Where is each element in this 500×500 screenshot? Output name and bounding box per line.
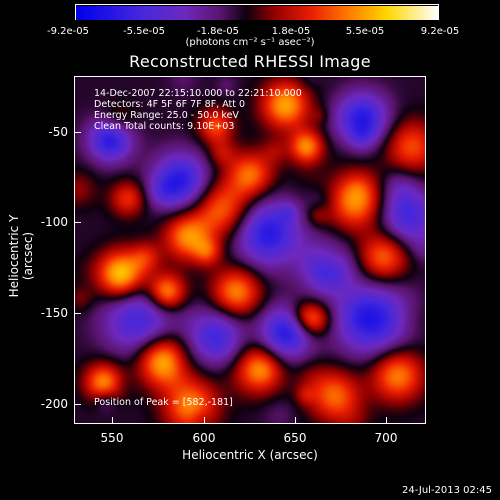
plot-title: Reconstructed RHESSI Image — [129, 52, 371, 71]
y-tick-mark — [75, 222, 81, 223]
colorbar — [75, 4, 439, 20]
colorbar-tick: 9.2e-05 — [420, 26, 460, 37]
rhessi-image — [74, 76, 426, 424]
info-time-range: 14-Dec-2007 22:15:10.000 to 22:21:10.000 — [94, 88, 302, 99]
x-tick-label: 550 — [100, 431, 124, 445]
colorbar-tick: 1.8e-05 — [271, 26, 311, 37]
colorbar-tick: -5.5e-05 — [123, 26, 165, 37]
info-detectors: Detectors: 4F 5F 6F 7F 8F, Att 0 — [94, 99, 246, 110]
x-tick-label: 700 — [374, 431, 398, 445]
y-axis-label: Heliocentric Y (arcsec) — [7, 214, 35, 298]
x-tick-mark — [386, 417, 387, 423]
x-tick-mark — [112, 417, 113, 423]
date-stamp: 24-Jul-2013 02:45 — [401, 485, 492, 496]
colorbar-tick: -9.2e-05 — [47, 26, 89, 37]
y-tick-mark — [75, 132, 81, 133]
colorbar-tick: 5.5e-05 — [345, 26, 385, 37]
y-tick-label: -100 — [40, 215, 68, 229]
y-tick-label: -200 — [40, 397, 68, 411]
y-tick-mark — [75, 404, 81, 405]
info-counts: Clean Total counts: 9.10E+03 — [94, 121, 235, 132]
x-tick-mark — [295, 417, 296, 423]
x-tick-label: 650 — [283, 431, 307, 445]
info-energy-range: Energy Range: 25.0 - 50.0 keV — [94, 110, 239, 121]
x-axis-label: Heliocentric X (arcsec) — [182, 448, 318, 462]
peak-position: Position of Peak = [582,-181] — [94, 397, 233, 408]
x-tick-label: 600 — [192, 431, 216, 445]
y-tick-label: -50 — [48, 125, 68, 139]
x-tick-mark — [204, 417, 205, 423]
y-tick-mark — [75, 313, 81, 314]
colorbar-tick: -1.8e-05 — [197, 26, 239, 37]
image-heatmap — [75, 77, 425, 423]
colorbar-units: (photons cm⁻² s⁻¹ asec⁻²) — [185, 37, 315, 48]
colorbar-gradient — [76, 6, 438, 20]
y-tick-label: -150 — [40, 306, 68, 320]
